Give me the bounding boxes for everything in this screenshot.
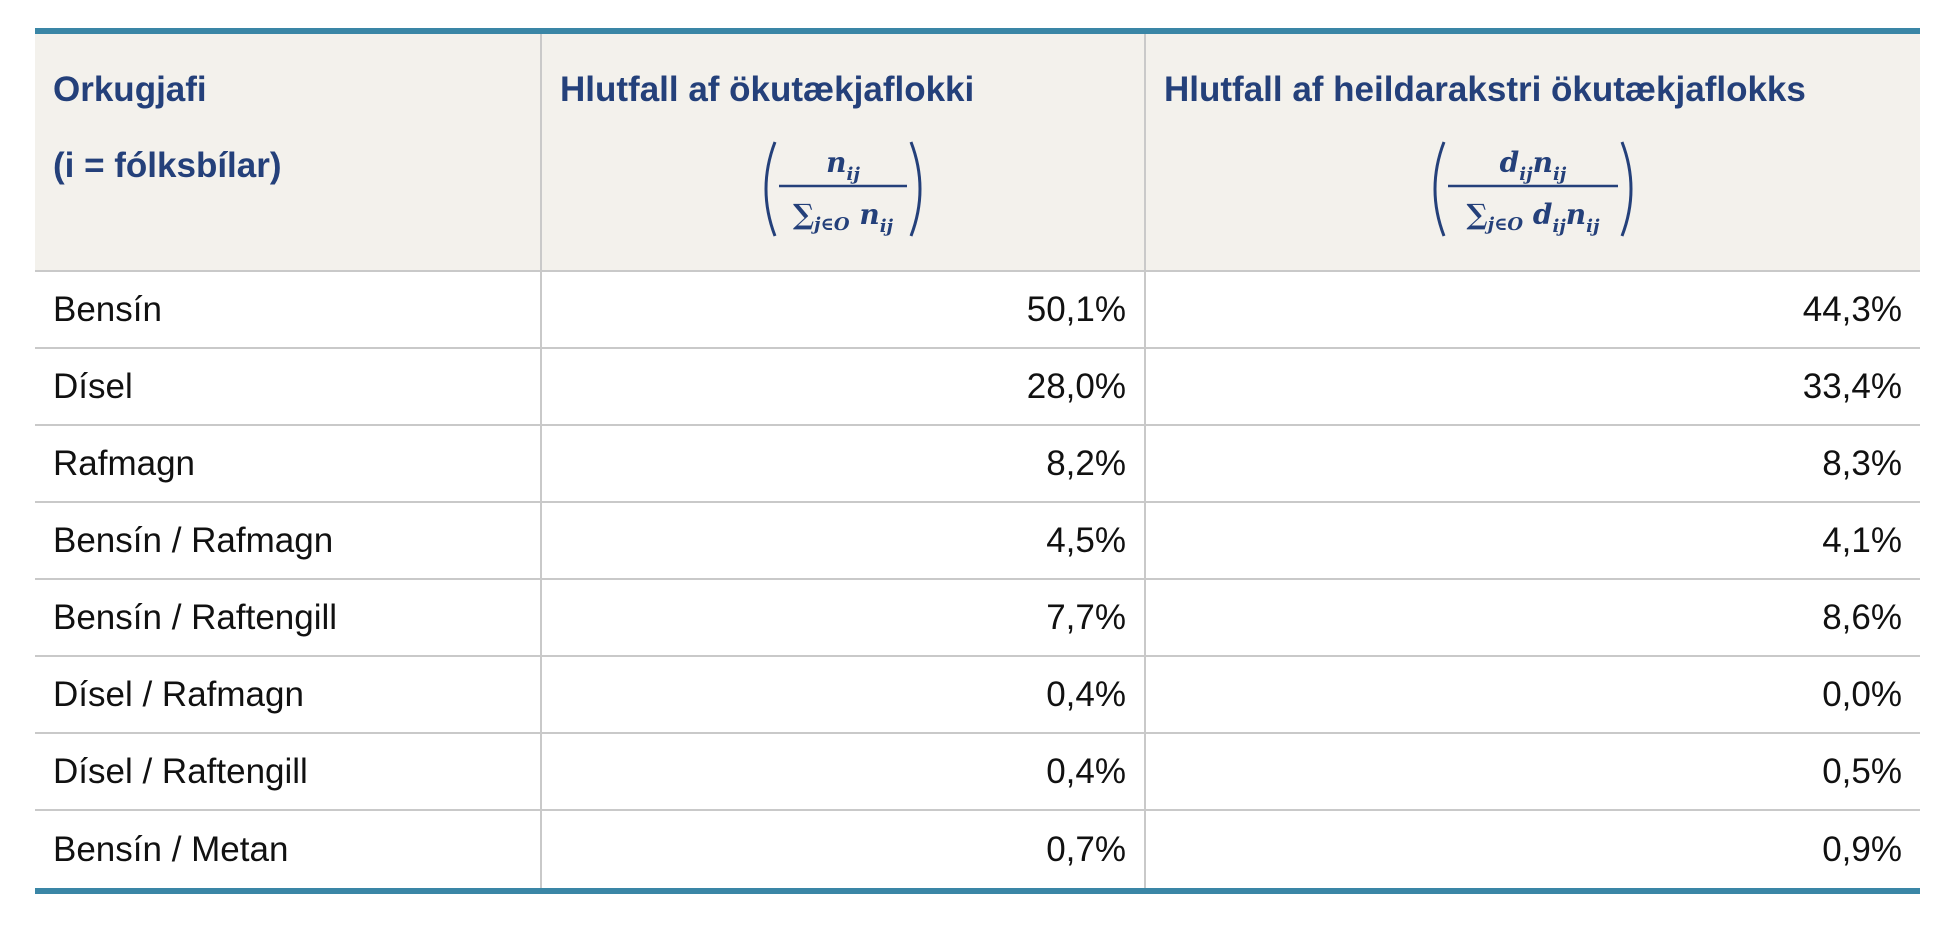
share-of-mileage-cell: 33,4%: [1144, 349, 1920, 424]
share-of-category-cell: 50,1%: [540, 272, 1144, 347]
table-row: Bensín / Raftengill 7,7% 8,6%: [35, 580, 1920, 657]
fuel-cell: Bensín / Raftengill: [53, 597, 338, 637]
table-row: Bensín / Metan 0,7% 0,9%: [35, 811, 1920, 888]
table-body: Bensín 50,1% 44,3% Dísel 28,0% 33,4% Rafmagn 8,…: [35, 272, 1920, 888]
share-of-category-cell: 0,4%: [540, 657, 1144, 732]
header-fuel: Orkugjafi (i = fólksbílar): [35, 34, 540, 270]
svg-text:nij: nij: [826, 146, 860, 185]
formula-graphic: nij ∑j∈O nij: [764, 141, 922, 237]
share-of-mileage-cell: 4,1%: [1144, 503, 1920, 578]
share-of-mileage-cell: 8,6%: [1144, 580, 1920, 655]
share-of-mileage-cell: 0,0%: [1144, 657, 1920, 732]
svg-text:∑j∈O dijnij: ∑j∈O dijnij: [1466, 198, 1600, 237]
table-row: Rafmagn 8,2% 8,3%: [35, 426, 1920, 503]
formula-graphic: dijnij ∑j∈O dijnij: [1433, 141, 1633, 237]
fuel-cell: Dísel / Raftengill: [53, 751, 308, 791]
table-row: Bensín 50,1% 44,3%: [35, 272, 1920, 349]
fuel-cell: Bensín / Rafmagn: [53, 520, 334, 560]
share-of-category-cell: 4,5%: [540, 503, 1144, 578]
fuel-cell: Dísel / Rafmagn: [53, 674, 304, 714]
fuel-cell: Bensín: [53, 289, 162, 329]
header-fuel-subtitle: (i = fólksbílar): [53, 146, 282, 185]
share-of-category-cell: 8,2%: [540, 426, 1144, 501]
header-fuel-title: Orkugjafi: [53, 70, 207, 109]
header-share-of-mileage-title: Hlutfall af heildarakstri ökutækjaflokks: [1164, 70, 1806, 109]
share-of-category-cell: 7,7%: [540, 580, 1144, 655]
table-row: Dísel / Rafmagn 0,4% 0,0%: [35, 657, 1920, 734]
formula-share-of-category: nij ∑j∈O nij: [560, 134, 1126, 253]
share-of-mileage-cell: 44,3%: [1144, 272, 1920, 347]
table-row: Bensín / Rafmagn 4,5% 4,1%: [35, 503, 1920, 580]
table-header-row: Orkugjafi (i = fólksbílar) Hlutfall af ö…: [35, 34, 1920, 272]
fuel-cell: Dísel: [53, 366, 133, 406]
svg-text:dijnij: dijnij: [1500, 146, 1567, 185]
header-share-of-mileage: Hlutfall af heildarakstri ökutækjaflokks…: [1144, 34, 1920, 270]
share-of-category-cell: 28,0%: [540, 349, 1144, 424]
share-of-mileage-cell: 8,3%: [1144, 426, 1920, 501]
table-row: Dísel / Raftengill 0,4% 0,5%: [35, 734, 1920, 811]
share-of-mileage-cell: 0,5%: [1144, 734, 1920, 809]
fuel-cell: Bensín / Metan: [53, 829, 289, 869]
share-of-category-cell: 0,7%: [540, 811, 1144, 888]
table-row: Dísel 28,0% 33,4%: [35, 349, 1920, 426]
header-share-of-category: Hlutfall af ökutækjaflokki nij ∑j∈O nij: [540, 34, 1144, 270]
svg-text:∑j∈O nij: ∑j∈O nij: [793, 198, 894, 237]
share-of-category-cell: 0,4%: [540, 734, 1144, 809]
fuel-cell: Rafmagn: [53, 443, 196, 483]
header-share-of-category-title: Hlutfall af ökutækjaflokki: [560, 70, 975, 109]
share-of-mileage-cell: 0,9%: [1144, 811, 1920, 888]
fuel-share-table: Orkugjafi (i = fólksbílar) Hlutfall af ö…: [35, 28, 1920, 894]
formula-share-of-mileage: dijnij ∑j∈O dijnij: [1164, 134, 1902, 253]
